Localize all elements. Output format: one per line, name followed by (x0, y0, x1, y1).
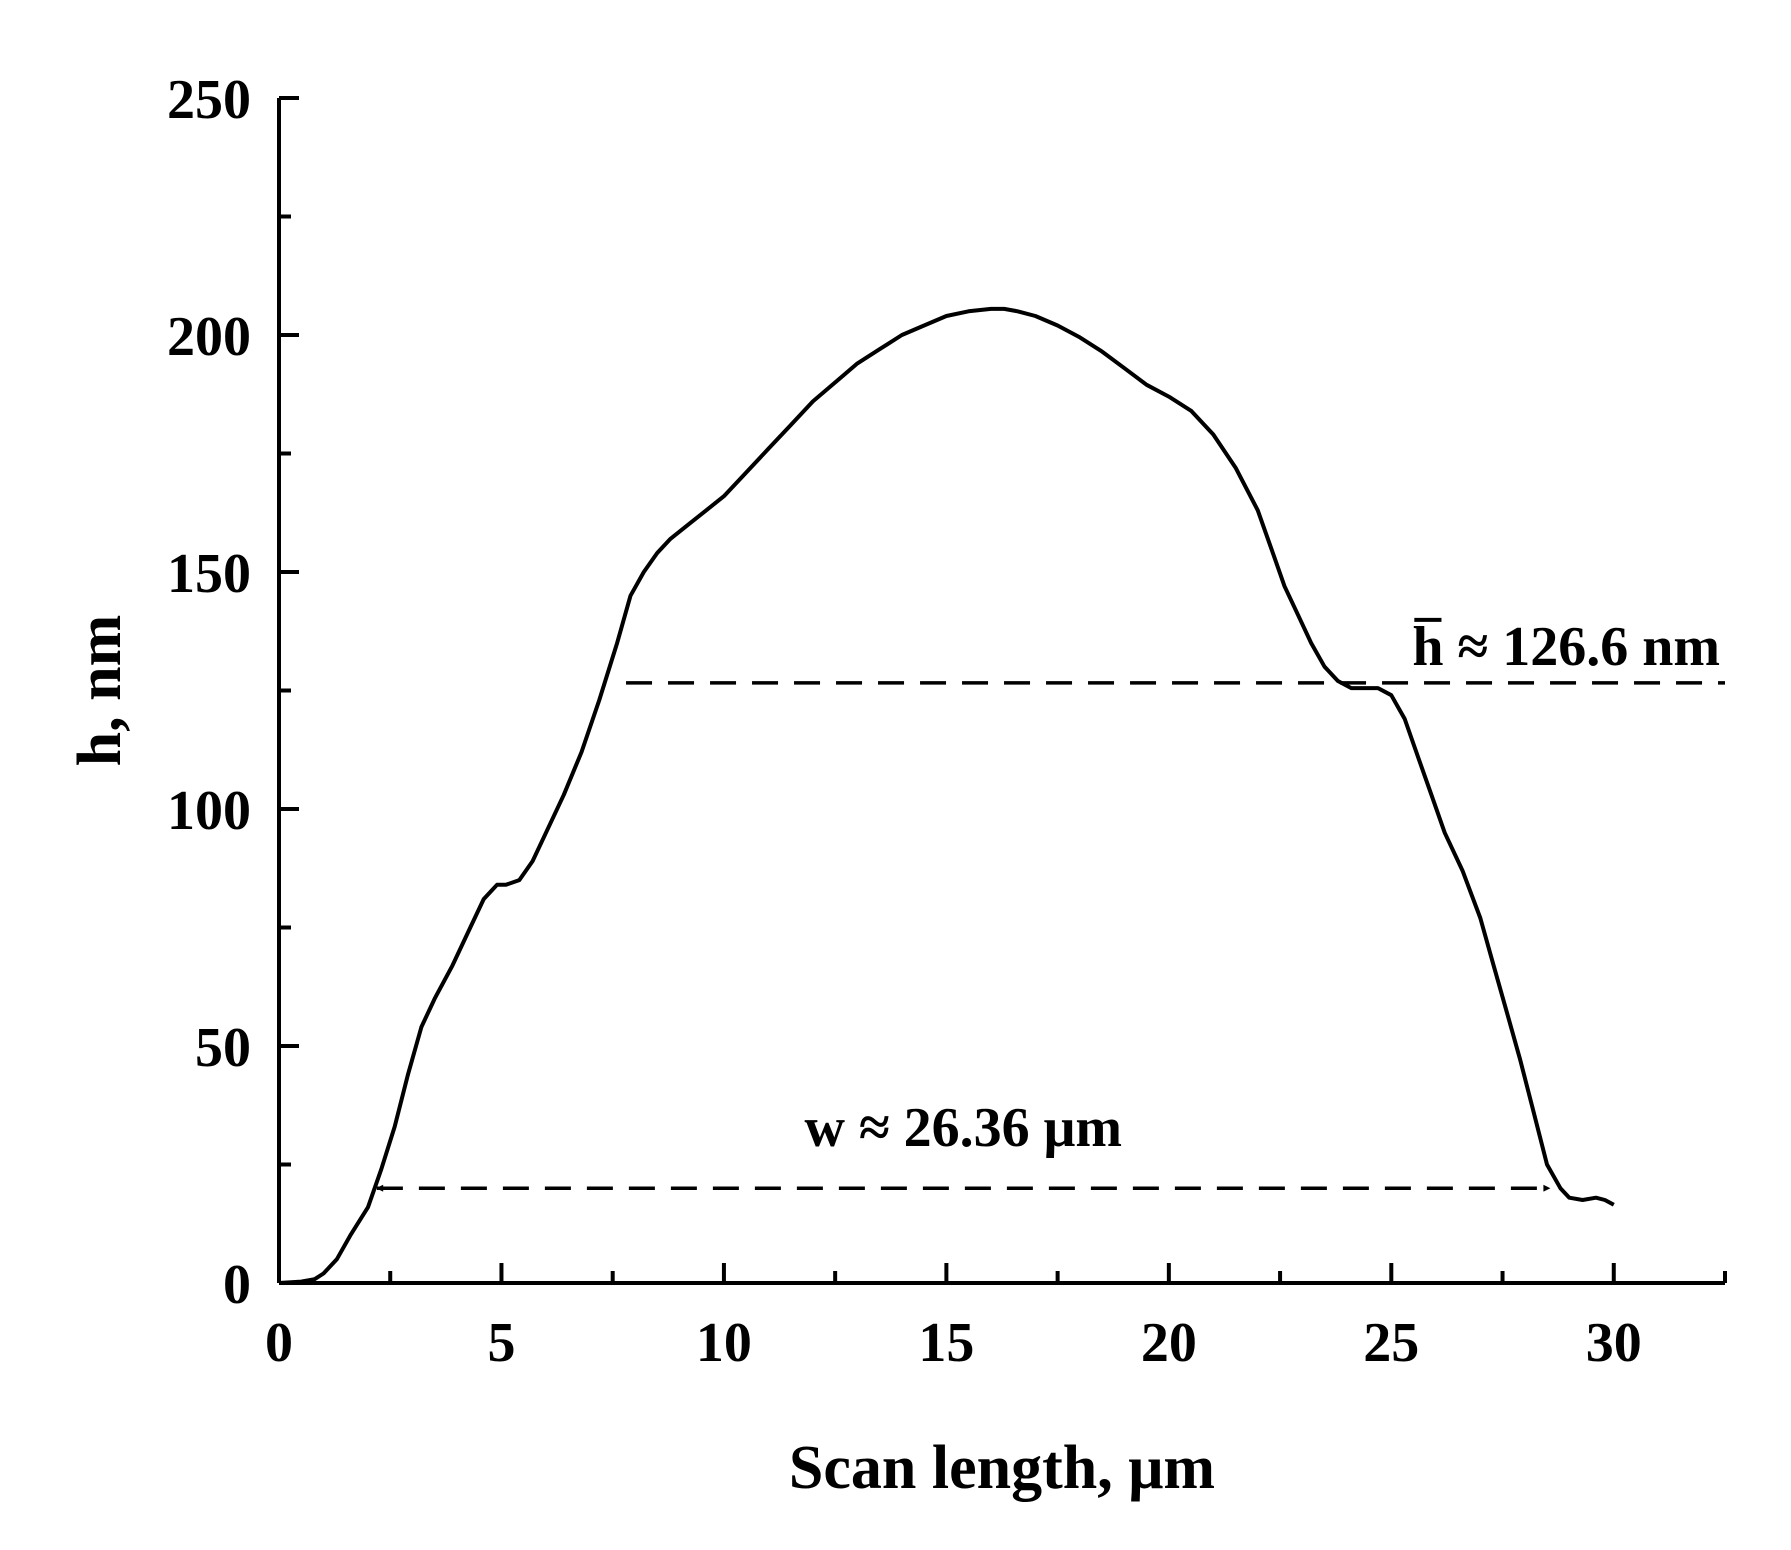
y-axis-title: h, nm (66, 615, 134, 767)
y-tick-label: 200 (167, 306, 251, 368)
x-tick-label: 5 (487, 1312, 515, 1374)
mean-height-label: h ≈ 126.6 nm (1412, 616, 1720, 678)
y-tick-label: 250 (167, 69, 251, 131)
axis-tick-labels: 0 5 10 15 20 25 30 0 50 100 150 200 250 (167, 69, 1642, 1374)
x-tick-label: 20 (1141, 1312, 1197, 1374)
x-tick-label: 15 (918, 1312, 974, 1374)
x-axis-title: Scan length, μm (789, 1434, 1215, 1502)
y-tick-label: 150 (167, 543, 251, 605)
x-tick-label: 25 (1363, 1312, 1419, 1374)
x-tick-label: 0 (265, 1312, 293, 1374)
x-tick-label: 10 (696, 1312, 752, 1374)
y-tick-label: 50 (195, 1017, 251, 1079)
y-tick-label: 0 (223, 1254, 251, 1316)
x-tick-label: 30 (1586, 1312, 1642, 1374)
height-profile-line (278, 306, 1615, 1285)
mean-height-symbol: h (1412, 616, 1443, 678)
y-tick-label: 100 (167, 780, 251, 842)
width-label: w ≈ 26.36 μm (805, 1097, 1123, 1159)
axis-ticks (277, 96, 1727, 1285)
mean-height-value: ≈ 126.6 nm (1443, 616, 1720, 678)
